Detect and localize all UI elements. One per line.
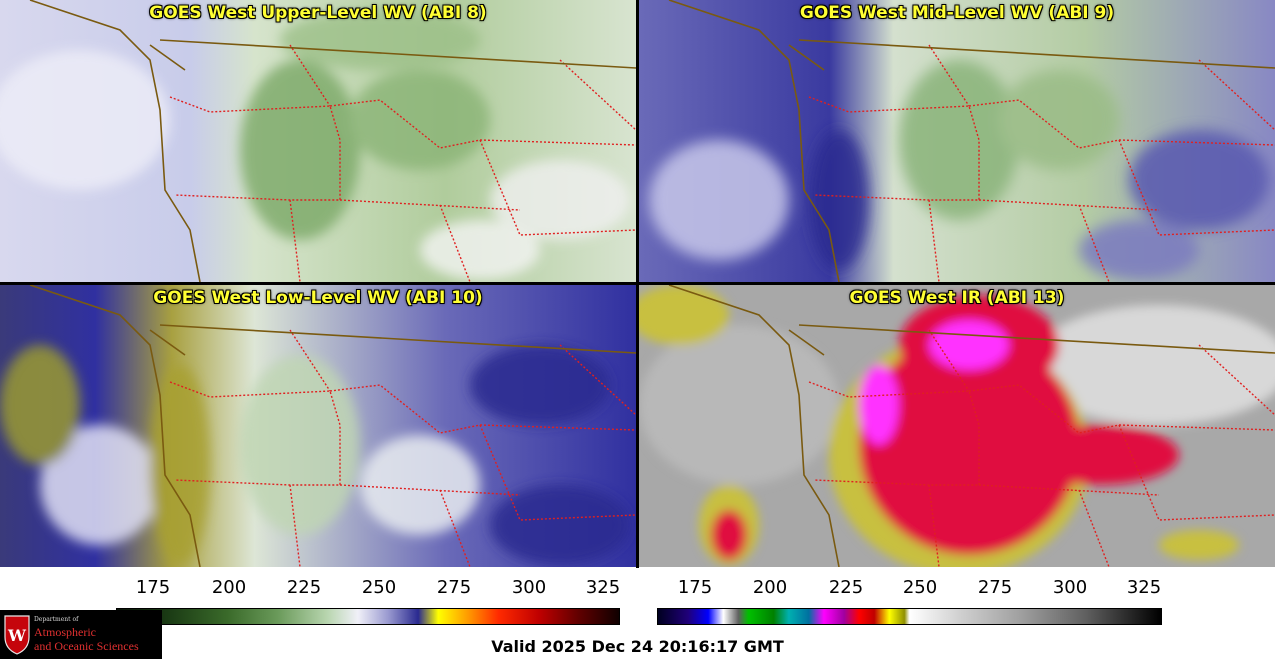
panel-title-mid-level: GOES West Mid-Level WV (ABI 9) [799, 3, 1115, 23]
crest-letter: W [7, 626, 27, 645]
panel-title-upper-level: GOES West Upper-Level WV (ABI 8) [149, 3, 487, 23]
ir-tick-label: 250 [902, 577, 938, 598]
logo-line1: Atmospheric [34, 625, 96, 639]
upper-level-wv-image [0, 0, 636, 282]
state-borders [169, 329, 636, 567]
wv-tick-label: 200 [211, 577, 247, 598]
coastline [668, 0, 1275, 282]
ir-tick-label: 275 [977, 577, 1013, 598]
panel-title-low-level: GOES West Low-Level WV (ABI 10) [153, 288, 483, 308]
panel-divider-horizontal [0, 282, 1275, 285]
panel-upper-level-wv: GOES West Upper-Level WV (ABI 8) [0, 0, 636, 282]
panel-title-ir: GOES West IR (ABI 13) [849, 288, 1065, 308]
ir-colorbar [657, 608, 1162, 625]
ir-tick-label: 325 [1126, 577, 1162, 598]
wv-tick-label: 325 [585, 577, 621, 598]
logo-line2: and Oceanic Sciences [34, 639, 139, 653]
valid-time: Valid 2025 Dec 24 20:16:17 GMT [491, 637, 784, 656]
ir-tick-label: 200 [752, 577, 788, 598]
ir-tick-label: 225 [828, 577, 864, 598]
ir-tick-label: 175 [677, 577, 713, 598]
wv-colorbar-ticks: 175 200 225 250 275 300 325 [0, 577, 636, 601]
wv-colorbar [116, 608, 620, 625]
state-borders [808, 44, 1275, 282]
panel-mid-level-wv: GOES West Mid-Level WV (ABI 9) [639, 0, 1275, 282]
logo-department: Department of [34, 616, 79, 623]
coastline [29, 285, 636, 567]
coastline [29, 0, 636, 282]
wv-tick-label: 275 [436, 577, 472, 598]
state-borders [808, 329, 1275, 567]
wv-tick-label: 300 [511, 577, 547, 598]
wv-tick-label: 175 [135, 577, 171, 598]
wv-tick-label: 250 [361, 577, 397, 598]
mid-level-wv-image [639, 0, 1275, 282]
state-borders [169, 44, 636, 282]
wv-tick-label: 225 [286, 577, 322, 598]
panel-low-level-wv: GOES West Low-Level WV (ABI 10) [0, 285, 636, 567]
low-level-wv-image [0, 285, 636, 567]
uw-crest-icon: W [4, 615, 30, 655]
coastline [668, 285, 1275, 567]
panel-ir: GOES West IR (ABI 13) [639, 285, 1275, 567]
aos-logo: W Department of Atmospheric and Oceanic … [0, 610, 162, 659]
ir-image [639, 285, 1275, 567]
ir-tick-label: 300 [1052, 577, 1088, 598]
ir-colorbar-ticks: 175 200 225 250 275 300 325 [0, 577, 1275, 601]
